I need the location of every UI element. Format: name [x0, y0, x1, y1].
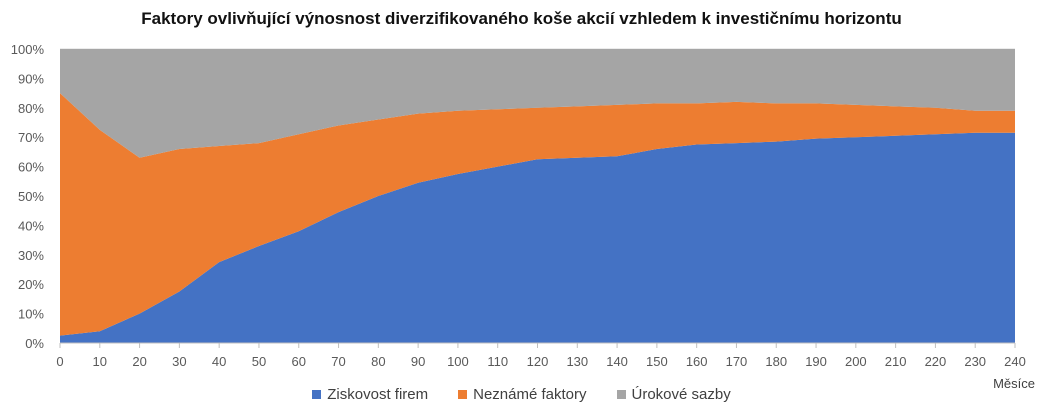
x-tick-label: 150 — [646, 354, 668, 369]
x-tick-label: 10 — [93, 354, 107, 369]
x-tick-label: 40 — [212, 354, 226, 369]
x-tick-label: 230 — [964, 354, 986, 369]
x-tick-label: 180 — [765, 354, 787, 369]
y-tick-label: 30% — [18, 248, 44, 263]
area-2 — [60, 93, 1015, 336]
y-tick-label: 70% — [18, 130, 44, 145]
legend-item: Úrokové sazby — [616, 386, 731, 403]
legend-item: Neznámé faktory — [458, 386, 587, 403]
y-tick-label: 80% — [18, 101, 44, 116]
y-tick-label: 60% — [18, 160, 44, 175]
area-series — [60, 49, 1015, 343]
x-tick-label: 130 — [566, 354, 588, 369]
legend-label: Ziskovost firem — [327, 386, 429, 403]
y-tick-label: 50% — [18, 189, 44, 204]
x-tick-label: 0 — [56, 354, 63, 369]
legend-swatch — [312, 390, 322, 399]
legend-label: Úrokové sazby — [631, 386, 731, 403]
x-tick-label: 190 — [805, 354, 827, 369]
legend-swatch — [458, 390, 468, 399]
x-tick-label: 110 — [487, 354, 508, 369]
y-tick-label: 0% — [25, 336, 44, 351]
x-tick-label: 140 — [606, 354, 628, 369]
x-tick-label: 50 — [252, 354, 266, 369]
x-axis-label: Měsíce — [993, 376, 1035, 391]
x-tick-label: 170 — [726, 354, 748, 369]
area-1 — [60, 132, 1015, 343]
y-tick-label: 100% — [11, 42, 45, 57]
x-tick-label: 70 — [331, 354, 345, 369]
x-tick-label: 90 — [411, 354, 425, 369]
x-tick-label: 220 — [925, 354, 947, 369]
x-tick-label: 60 — [292, 354, 306, 369]
x-tick-label: 80 — [371, 354, 385, 369]
axes: 0% 10% 20% 30% 40% 50% 60% 70% 80% 90% 100% 0 10 20 30… — [11, 42, 1026, 369]
y-tick-label: 20% — [18, 277, 44, 292]
area-3 — [60, 49, 1015, 158]
legend-swatch — [616, 390, 626, 399]
y-tick-label: 90% — [18, 71, 44, 86]
x-tick-label: 120 — [527, 354, 549, 369]
y-tick-label: 10% — [18, 307, 44, 322]
legend: Ziskovost firem Neznámé faktory Úrokové sa… — [0, 386, 1043, 403]
x-tick-label: 210 — [885, 354, 907, 369]
x-tick-label: 200 — [845, 354, 867, 369]
x-tick-label: 160 — [686, 354, 708, 369]
x-tick-label: 100 — [447, 354, 469, 369]
x-tick-label: 20 — [132, 354, 146, 369]
chart-title: Faktory ovlivňující výnosnost diverzifik… — [141, 9, 902, 28]
y-tick-label: 40% — [18, 218, 44, 233]
x-tick-label: 30 — [172, 354, 186, 369]
legend-label: Neznámé faktory — [473, 386, 587, 403]
legend-item: Ziskovost firem — [312, 386, 428, 403]
x-tick-label: 240 — [1004, 354, 1026, 369]
